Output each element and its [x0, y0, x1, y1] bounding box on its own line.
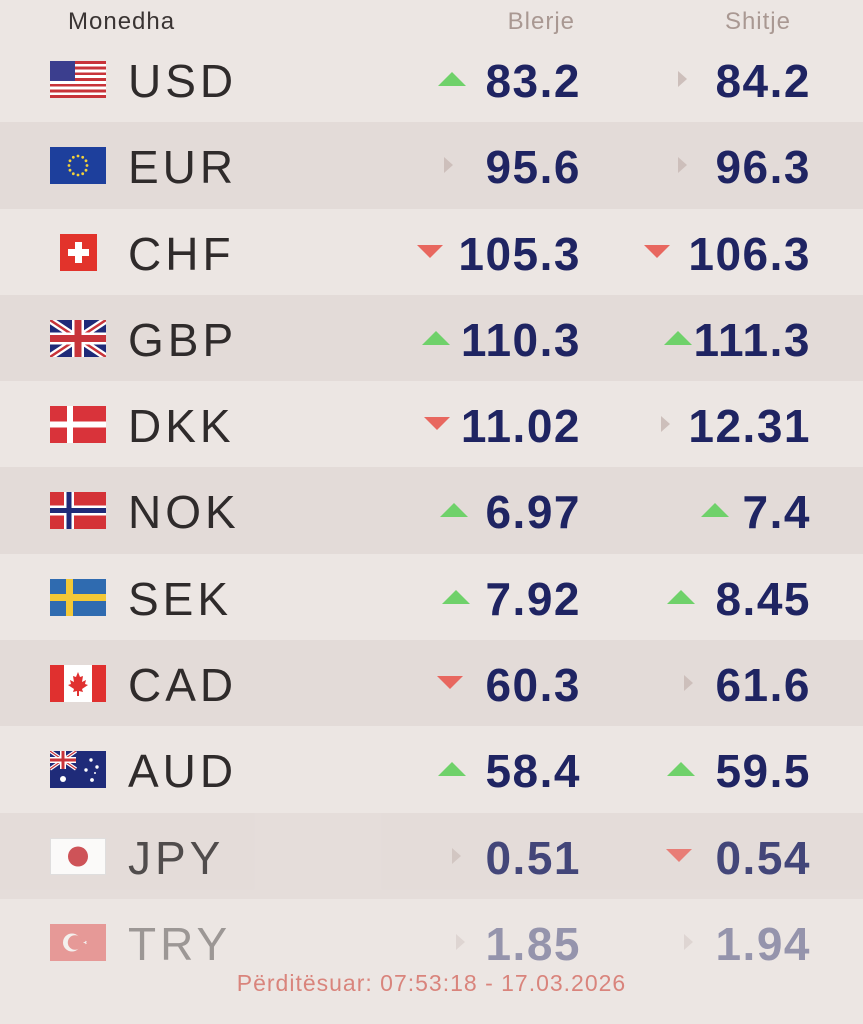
sell-value: 1.94 — [715, 917, 811, 970]
down-arrow-icon — [666, 848, 692, 862]
neutral-arrow-icon — [678, 71, 687, 87]
gb-flag-icon — [50, 319, 106, 357]
sell-value: 8.45 — [715, 572, 811, 625]
rates-list: USD 83.2 84.2 EUR 95.6 96.3 CHF — [0, 36, 863, 985]
currency-code: NOK — [128, 486, 240, 539]
rate-row-gbp[interactable]: GBP 110.3 111.3 — [0, 294, 863, 382]
rate-row-cad[interactable]: CAD 60.3 61.6 — [0, 640, 863, 727]
up-arrow-icon — [438, 762, 466, 777]
buy-value: 7.92 — [485, 572, 581, 625]
buy-value: 105.3 — [458, 227, 581, 280]
buy-value: 6.97 — [485, 486, 581, 539]
se-flag-icon — [50, 578, 106, 616]
sell-value: 59.5 — [715, 745, 811, 798]
rate-row-dkk[interactable]: DKK 11.02 12.31 — [0, 381, 863, 467]
currency-code: AUD — [128, 745, 238, 798]
neutral-arrow-icon — [684, 675, 693, 692]
eu-flag-icon — [50, 147, 106, 185]
neutral-arrow-icon — [661, 416, 670, 433]
sell-value: 61.6 — [715, 659, 811, 712]
up-arrow-icon — [701, 503, 729, 518]
currency-code: USD — [128, 55, 238, 107]
rate-row-nok[interactable]: NOK 6.97 7.4 — [0, 467, 863, 554]
sell-value: 0.54 — [715, 831, 811, 884]
tr-flag-icon — [50, 923, 106, 961]
up-arrow-icon — [422, 330, 450, 345]
up-arrow-icon — [438, 72, 466, 86]
no-flag-icon — [50, 492, 106, 530]
currency-code: CAD — [128, 659, 238, 712]
currency-column-header: Monedha — [68, 8, 176, 35]
rate-row-chf[interactable]: CHF 105.3 106.3 — [0, 209, 863, 295]
up-arrow-icon — [667, 762, 695, 777]
rate-row-eur[interactable]: EUR 95.6 96.3 — [0, 122, 863, 209]
up-arrow-icon — [664, 330, 692, 345]
us-flag-icon — [50, 61, 106, 98]
ch-flag-icon — [60, 233, 97, 271]
au-flag-icon — [50, 751, 106, 789]
sell-value: 96.3 — [715, 141, 811, 194]
sell-column-header: Shitje — [724, 8, 791, 35]
currency-code: DKK — [128, 400, 235, 453]
sell-value: 84.2 — [715, 55, 811, 107]
buy-value: 60.3 — [485, 659, 581, 712]
currency-code: TRY — [128, 917, 232, 970]
neutral-arrow-icon — [684, 933, 693, 950]
rate-row-usd[interactable]: USD 83.2 84.2 — [0, 36, 863, 122]
buy-value: 58.4 — [485, 745, 581, 798]
down-arrow-icon — [437, 676, 463, 690]
neutral-arrow-icon — [452, 847, 461, 864]
buy-value: 83.2 — [485, 55, 581, 107]
buy-value: 1.85 — [485, 917, 581, 970]
buy-value: 0.51 — [485, 831, 581, 884]
rate-row-try[interactable]: TRY 1.85 1.94 — [0, 899, 863, 985]
currency-code: SEK — [128, 572, 233, 625]
down-arrow-icon — [424, 417, 450, 431]
up-arrow-icon — [667, 589, 695, 604]
ca-flag-icon — [50, 665, 106, 703]
sell-value: 111.3 — [693, 313, 811, 366]
down-arrow-icon — [644, 244, 670, 258]
neutral-arrow-icon — [456, 933, 465, 950]
currency-code: EUR — [128, 141, 238, 194]
currency-code: GBP — [128, 313, 238, 366]
down-arrow-icon — [417, 244, 443, 258]
buy-value: 110.3 — [460, 313, 581, 366]
buy-value: 95.6 — [485, 141, 581, 194]
last-updated-text: Përditësuar: 07:53:18 - 17.03.2026 — [236, 970, 627, 996]
sell-value: 106.3 — [688, 227, 811, 280]
sell-value: 7.4 — [742, 486, 811, 539]
up-arrow-icon — [440, 503, 468, 518]
rate-row-jpy[interactable]: JPY 0.51 0.54 — [0, 812, 863, 899]
buy-value: 11.02 — [460, 400, 581, 453]
dk-flag-icon — [50, 406, 106, 444]
neutral-arrow-icon — [678, 157, 687, 174]
rate-row-aud[interactable]: AUD 58.4 59.5 — [0, 726, 863, 812]
up-arrow-icon — [442, 589, 470, 604]
neutral-arrow-icon — [444, 157, 453, 174]
table-header: Monedha Blerje Shitje — [0, 0, 863, 44]
rate-row-sek[interactable]: SEK 7.92 8.45 — [0, 554, 863, 640]
sell-value: 12.31 — [688, 400, 811, 453]
jp-flag-icon — [50, 837, 106, 875]
currency-code: JPY — [128, 831, 225, 884]
currency-code: CHF — [128, 227, 235, 280]
buy-column-header: Blerje — [507, 8, 575, 35]
